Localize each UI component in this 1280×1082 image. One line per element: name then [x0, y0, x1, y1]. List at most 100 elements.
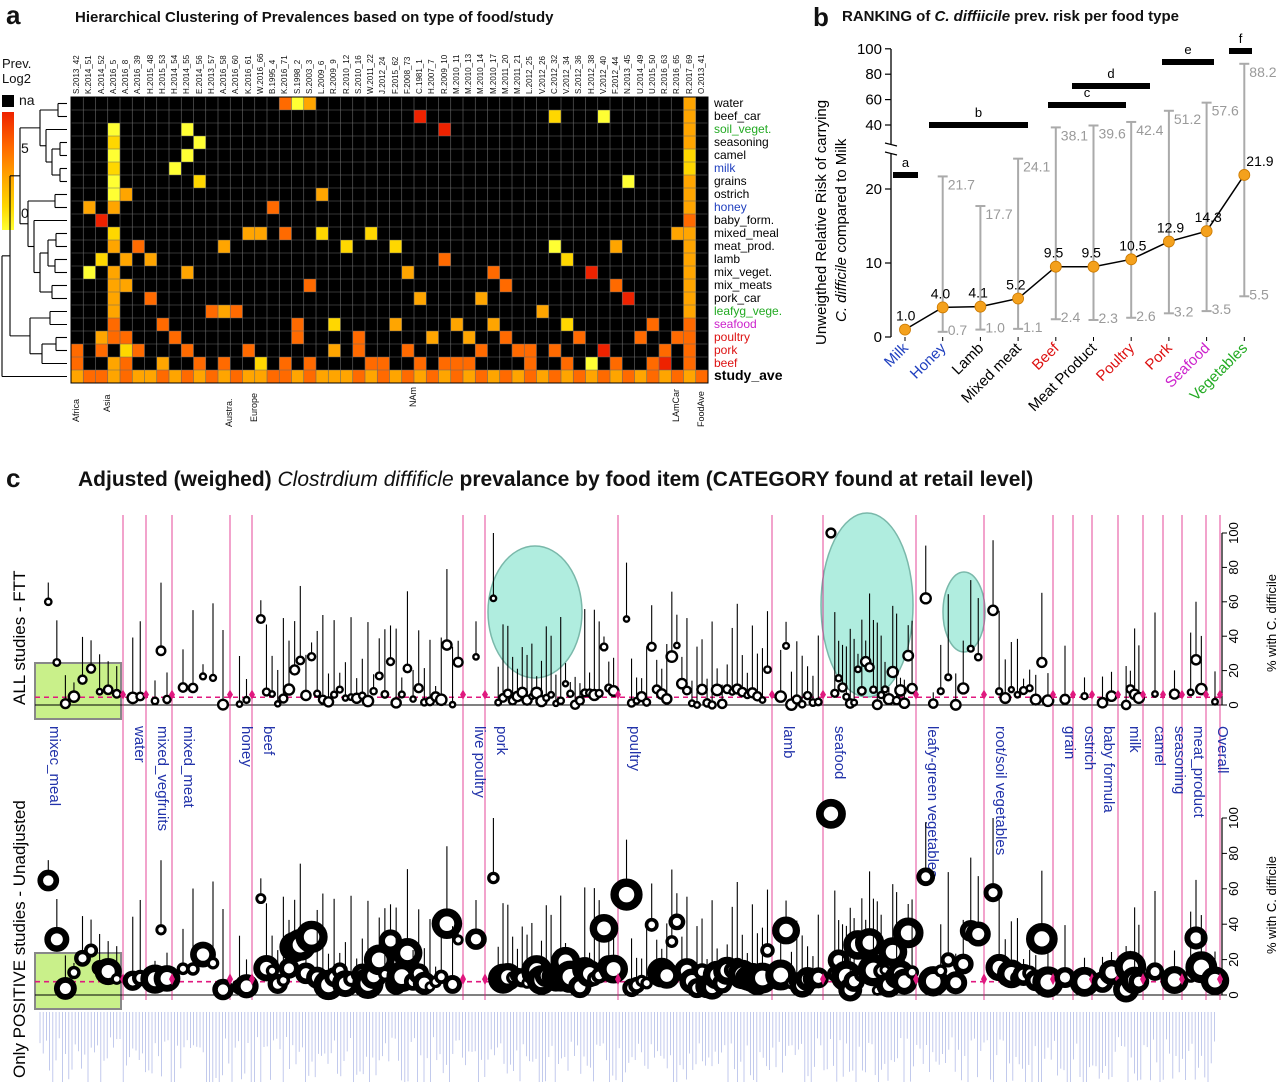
forest-row1-point: [452, 656, 464, 668]
forest-category-label: baby formula: [1100, 726, 1117, 813]
forest-category-label: Overall: [1214, 726, 1231, 774]
forest-row1-point: [313, 689, 322, 698]
forest-pooled-diamond: [1179, 689, 1185, 700]
heatmap-cell: [132, 344, 145, 357]
forest-row1-point: [273, 700, 282, 708]
forest-row1-point: [692, 700, 702, 709]
forest-row1-point: [162, 694, 172, 705]
forest-row1-point: [994, 687, 1004, 696]
heatmap-cell: [107, 266, 120, 279]
heatmap-cell: [683, 344, 696, 357]
forest-category-label: seafood: [831, 726, 848, 779]
forest-row1-point: [886, 665, 899, 679]
heatmap-cell: [242, 370, 255, 383]
forest-row2-point: [1184, 926, 1208, 950]
heatmap-cell: [622, 175, 635, 188]
heatmap-cell: [279, 370, 292, 383]
forest-row1-point: [242, 695, 251, 705]
heatmap-row-label: seafood: [714, 317, 757, 331]
forest-row1-point: [306, 652, 317, 662]
forest-row1-point: [837, 682, 848, 693]
forest-row1-point: [936, 687, 945, 696]
forest-row1-point: [85, 663, 97, 674]
heatmap-cell: [156, 318, 169, 331]
heatmap-cell: [218, 305, 231, 318]
heatmap-cell: [463, 331, 476, 344]
heatmap-cell: [279, 227, 292, 240]
heatmap-cell: [120, 344, 133, 357]
heatmap-cell: [597, 344, 610, 357]
forest-pooled-diamond: [1140, 973, 1146, 986]
forest-row2-point: [392, 937, 423, 968]
forest-row1-point: [561, 680, 570, 688]
forest-row1-point: [758, 695, 767, 704]
heatmap-cell: [120, 357, 133, 370]
heatmap-cell: [487, 318, 500, 331]
forest-title: Adjusted (weighed) Clostrdium diffificle…: [78, 468, 1034, 491]
heatmap-cell: [438, 123, 451, 136]
forest-row2-point: [278, 957, 300, 979]
ranking-ci-lower-label: 2.3: [1099, 310, 1119, 326]
heatmap-cell: [83, 370, 96, 383]
forest-row1-point: [871, 699, 883, 711]
forest-row1-point: [402, 663, 413, 674]
forest-row1-point: [853, 665, 862, 674]
heatmap-cell: [95, 331, 108, 344]
heatmap-cell: [597, 110, 610, 123]
forest-row1-point: [949, 698, 962, 711]
forest-pooled-diamond: [169, 973, 175, 986]
forest-row1-y-tick-label: 80: [1226, 560, 1241, 574]
forest-row1-point: [556, 696, 566, 706]
heatmap-cell: [610, 240, 623, 253]
forest-row2-point: [892, 917, 924, 949]
forest-row1-label: ALL studies - FTT: [10, 571, 29, 705]
ranking-group-letter: f: [1239, 31, 1243, 46]
heatmap-cell: [585, 266, 598, 279]
heatmap-cell: [463, 370, 476, 383]
forest-pooled-diamond: [143, 689, 149, 700]
heatmap-cell: [389, 240, 402, 253]
forest-pooled-diamond: [769, 689, 775, 700]
forest-row1-point: [987, 604, 999, 617]
heatmap-cell: [193, 136, 206, 149]
forest-row1-point: [295, 655, 306, 666]
forest-row1-point: [1151, 690, 1159, 698]
heatmap-cell: [487, 370, 500, 383]
forest-category-label: honey: [238, 726, 255, 767]
forest-row2-y-tick-label: 0: [1226, 991, 1241, 998]
ranking-point: [936, 301, 949, 314]
forest-row1-point: [599, 642, 609, 652]
heatmap-cell: [683, 162, 696, 175]
forest-row1-point: [830, 688, 840, 698]
heatmap-cell: [132, 370, 145, 383]
ranking-value-label: 1.0: [896, 308, 916, 324]
heatmap-cell: [71, 370, 84, 383]
forest-row1-point: [622, 615, 631, 623]
forest-row1-point: [547, 690, 556, 699]
heatmap-cell: [683, 279, 696, 292]
forest-pooled-diamond: [615, 689, 621, 700]
forest-row2-point: [944, 971, 968, 995]
forest-row2-point: [965, 921, 991, 947]
heatmap-cell: [585, 370, 598, 383]
heatmap-cell: [218, 370, 231, 383]
ranking-y-label-1: Unweigthed Relative Risk of carrying: [813, 100, 830, 345]
heatmap-cell: [107, 149, 120, 162]
heatmap-row-label: beef: [714, 356, 738, 370]
heatmap-cell: [683, 240, 696, 253]
heatmap-row-label: camel: [714, 148, 747, 162]
ranking-ci-upper-label: 51.2: [1174, 111, 1201, 127]
heatmap-row-label: leafyg_vege.: [714, 304, 783, 318]
heatmap-cell: [414, 110, 427, 123]
heatmap-cell: [683, 227, 696, 240]
forest-row1-point: [329, 690, 339, 699]
forest-row2-point: [640, 976, 653, 990]
heatmap-cell: [377, 357, 390, 370]
heatmap-cell: [573, 370, 586, 383]
heatmap-cell: [683, 214, 696, 227]
forest-pooled-diamond: [120, 689, 126, 700]
forest-row1-point: [187, 682, 199, 694]
forest-category-label: ostrich: [1081, 726, 1098, 770]
heatmap-cell: [438, 253, 451, 266]
legend-color-bar: [2, 112, 14, 230]
